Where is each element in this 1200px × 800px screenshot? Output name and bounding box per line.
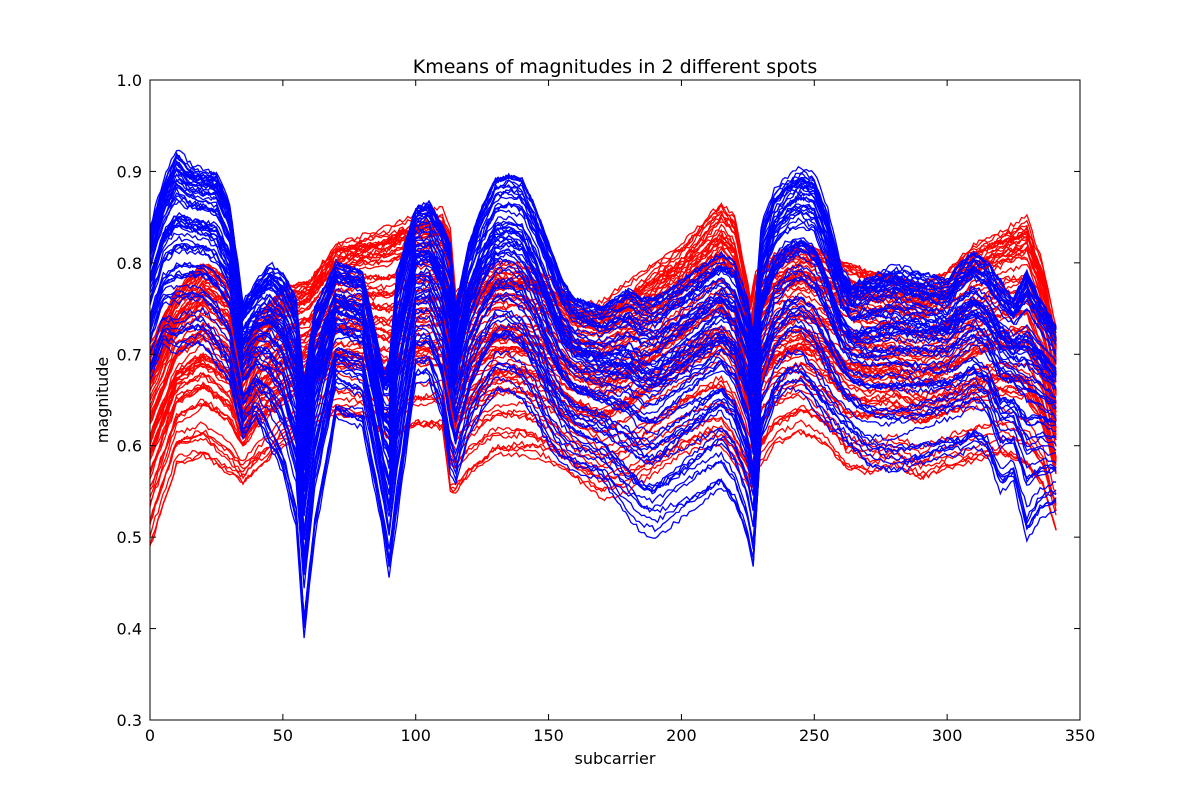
cluster-1-line — [149, 235, 1057, 509]
cluster-0-line — [149, 254, 1057, 385]
x-tick-label: 150 — [533, 726, 564, 745]
y-tick-label: 0.4 — [117, 620, 142, 639]
y-axis-label: magnitude — [93, 357, 112, 444]
x-tick-label: 350 — [1065, 726, 1096, 745]
x-tick-label: 300 — [932, 726, 963, 745]
chart-title: Kmeans of magnitudes in 2 different spot… — [413, 56, 818, 78]
cluster-1-line — [149, 318, 1057, 621]
cluster-1-line — [149, 338, 1057, 639]
cluster-0-line — [149, 232, 1057, 382]
cluster-1-line — [149, 295, 1057, 554]
y-tick-label: 0.3 — [117, 711, 142, 730]
x-tick-label: 200 — [666, 726, 697, 745]
lines-layer — [149, 149, 1057, 639]
x-tick-label: 0 — [145, 726, 155, 745]
cluster-1-line — [149, 261, 1057, 532]
y-tick-label: 0.8 — [117, 254, 142, 273]
x-tick-label: 250 — [799, 726, 830, 745]
cluster-1-line — [149, 216, 1057, 456]
y-tick-label: 0.9 — [117, 162, 142, 181]
cluster-1-line — [149, 192, 1057, 441]
cluster-1-line — [149, 262, 1057, 540]
cluster-1-line — [149, 263, 1057, 517]
y-tick-label: 0.7 — [117, 345, 142, 364]
x-tick-label: 100 — [400, 726, 431, 745]
y-tick-label: 0.6 — [117, 437, 142, 456]
cluster-1-lines — [149, 149, 1057, 639]
x-axis-label: subcarrier — [575, 749, 656, 768]
cluster-1-line — [149, 243, 1057, 486]
cluster-1-line — [149, 332, 1057, 625]
y-tick-label: 1.0 — [117, 71, 142, 90]
cluster-0-line — [149, 203, 1057, 356]
y-tick-label: 0.5 — [117, 528, 142, 547]
plot-frame — [149, 79, 1081, 721]
ticks-layer: 0 50 100 150 200 250 300 350 0.3 0.4 0.5 0.6 0.7 0.8 0… — [117, 71, 1096, 745]
x-tick-label: 50 — [273, 726, 293, 745]
cluster-1-line — [149, 159, 1057, 384]
cluster-1-line — [149, 221, 1057, 465]
